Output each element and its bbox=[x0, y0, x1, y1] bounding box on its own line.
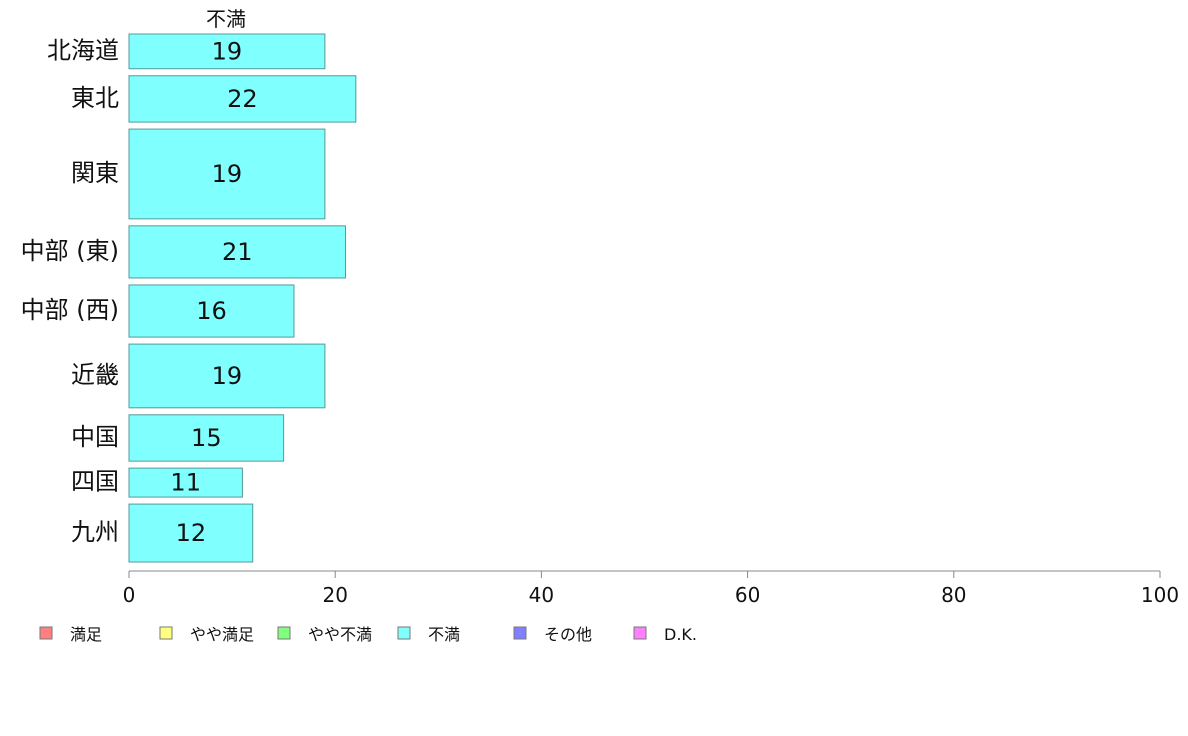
x-tick-label: 20 bbox=[322, 583, 347, 607]
legend-label: 不満 bbox=[428, 625, 460, 644]
bar-2 bbox=[128, 128, 326, 220]
x-tick-label: 0 bbox=[123, 583, 136, 607]
value-label: 16 bbox=[196, 297, 227, 325]
legend-swatch bbox=[277, 626, 291, 640]
legend-label: やや満足 bbox=[190, 625, 254, 644]
bar-8 bbox=[128, 503, 254, 563]
value-label: 12 bbox=[176, 519, 207, 547]
legend-swatch bbox=[397, 626, 411, 640]
column-title: 不満 bbox=[206, 7, 246, 31]
x-tick-label: 60 bbox=[735, 583, 760, 607]
legend-swatch bbox=[159, 626, 173, 640]
bar-6 bbox=[128, 414, 285, 462]
legend-swatch bbox=[39, 626, 53, 640]
legend-swatch bbox=[513, 626, 527, 640]
legend-label: やや不満 bbox=[308, 625, 372, 644]
bar-3 bbox=[128, 225, 347, 279]
category-label: 関東 bbox=[71, 159, 119, 187]
category-label: 四国 bbox=[71, 468, 119, 496]
legend-label: その他 bbox=[544, 625, 592, 644]
value-label: 19 bbox=[212, 37, 243, 65]
category-label: 中国 bbox=[71, 423, 119, 451]
category-label: 東北 bbox=[71, 84, 119, 112]
bar-5 bbox=[128, 343, 326, 409]
x-tick-label: 100 bbox=[1141, 583, 1179, 607]
category-label: 九州 bbox=[71, 518, 119, 546]
bar-4 bbox=[128, 284, 295, 338]
bar-1 bbox=[128, 75, 357, 123]
bar-7 bbox=[128, 467, 243, 498]
legend: 満足 やや満足 やや不満 不満 その他 D.K. bbox=[39, 625, 697, 644]
bars-group: 北海道 19 東北 22 関東 19 中部 (東) 21 中部 (西) 16 近畿 19 中国 15 四国 1… bbox=[21, 33, 357, 563]
legend-label: 満足 bbox=[70, 625, 102, 644]
x-axis: 0 20 40 60 80 100 bbox=[123, 570, 1179, 607]
category-label: 中部 (西) bbox=[21, 296, 119, 324]
value-label: 22 bbox=[227, 85, 258, 113]
value-label: 19 bbox=[212, 362, 243, 390]
category-label: 近畿 bbox=[71, 361, 119, 389]
x-tick-label: 40 bbox=[529, 583, 554, 607]
category-label: 北海道 bbox=[47, 36, 119, 64]
category-label: 中部 (東) bbox=[21, 237, 119, 265]
bar-0 bbox=[128, 33, 326, 70]
x-tick-label: 80 bbox=[941, 583, 966, 607]
legend-label: D.K. bbox=[664, 625, 697, 644]
value-label: 15 bbox=[191, 424, 222, 452]
legend-swatch bbox=[633, 626, 647, 640]
value-label: 19 bbox=[212, 160, 243, 188]
value-label: 11 bbox=[170, 469, 201, 497]
value-label: 21 bbox=[222, 238, 253, 266]
